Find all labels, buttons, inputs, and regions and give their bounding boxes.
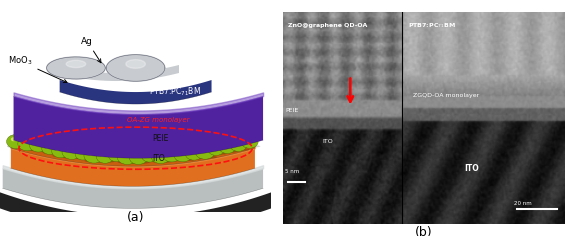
- Circle shape: [112, 152, 116, 156]
- Circle shape: [88, 151, 94, 155]
- Text: ITO: ITO: [464, 164, 479, 173]
- Text: PTB7:PC$_{71}$BM: PTB7:PC$_{71}$BM: [149, 86, 201, 98]
- Circle shape: [223, 144, 227, 147]
- Circle shape: [195, 145, 215, 159]
- Text: (a): (a): [127, 211, 144, 224]
- Text: ITO: ITO: [152, 154, 164, 163]
- Circle shape: [62, 145, 81, 159]
- Circle shape: [142, 150, 158, 162]
- Circle shape: [155, 152, 160, 156]
- Ellipse shape: [109, 159, 126, 161]
- Ellipse shape: [195, 156, 218, 158]
- Circle shape: [75, 148, 90, 160]
- Polygon shape: [14, 96, 263, 158]
- Circle shape: [208, 143, 225, 156]
- Circle shape: [167, 152, 172, 155]
- Ellipse shape: [151, 160, 172, 163]
- Circle shape: [233, 141, 238, 145]
- Text: OA-ZG monolayer: OA-ZG monolayer: [128, 117, 190, 123]
- Text: 5 nm: 5 nm: [285, 169, 299, 174]
- Circle shape: [151, 149, 170, 164]
- Circle shape: [117, 149, 137, 164]
- Polygon shape: [0, 192, 271, 232]
- Circle shape: [241, 135, 258, 148]
- Circle shape: [56, 147, 60, 151]
- Ellipse shape: [185, 157, 205, 160]
- Ellipse shape: [175, 159, 194, 161]
- Circle shape: [219, 141, 236, 153]
- Circle shape: [129, 151, 147, 164]
- Ellipse shape: [97, 160, 116, 163]
- Circle shape: [79, 151, 83, 154]
- Circle shape: [42, 143, 58, 154]
- Polygon shape: [47, 57, 105, 79]
- Ellipse shape: [52, 155, 72, 157]
- Circle shape: [100, 153, 105, 156]
- Ellipse shape: [208, 152, 227, 155]
- Text: PEIE: PEIE: [285, 108, 298, 113]
- Circle shape: [18, 137, 37, 151]
- Polygon shape: [60, 80, 211, 104]
- Ellipse shape: [18, 147, 39, 150]
- Circle shape: [33, 141, 38, 145]
- Circle shape: [22, 139, 27, 143]
- Circle shape: [52, 145, 69, 158]
- Ellipse shape: [231, 148, 249, 151]
- Text: (b): (b): [415, 226, 433, 236]
- Polygon shape: [66, 60, 86, 67]
- Polygon shape: [54, 65, 179, 81]
- Circle shape: [66, 148, 72, 152]
- Circle shape: [185, 147, 203, 160]
- Circle shape: [163, 149, 181, 162]
- Circle shape: [7, 134, 26, 149]
- Text: ZnO@graphene QD-OA: ZnO@graphene QD-OA: [288, 23, 367, 28]
- Circle shape: [84, 148, 104, 163]
- Polygon shape: [3, 168, 263, 208]
- Text: ZGQD-OA monolayer: ZGQD-OA monolayer: [414, 93, 480, 98]
- Polygon shape: [106, 55, 165, 81]
- Circle shape: [211, 145, 216, 149]
- Circle shape: [230, 139, 247, 152]
- Polygon shape: [11, 148, 255, 186]
- Ellipse shape: [30, 149, 50, 151]
- Ellipse shape: [42, 152, 59, 154]
- Circle shape: [45, 145, 50, 148]
- Ellipse shape: [241, 145, 260, 148]
- Ellipse shape: [130, 161, 150, 164]
- Circle shape: [174, 149, 192, 162]
- Ellipse shape: [7, 145, 28, 148]
- Circle shape: [145, 153, 150, 156]
- Circle shape: [189, 150, 194, 153]
- Ellipse shape: [62, 156, 84, 159]
- Text: ITO: ITO: [322, 139, 333, 144]
- Polygon shape: [11, 136, 255, 166]
- Text: PTB7:PC$_{71}$BM: PTB7:PC$_{71}$BM: [408, 21, 455, 30]
- Circle shape: [133, 154, 138, 157]
- Ellipse shape: [163, 159, 183, 161]
- Circle shape: [199, 148, 205, 152]
- Ellipse shape: [219, 150, 238, 153]
- Ellipse shape: [142, 159, 160, 161]
- Ellipse shape: [76, 157, 93, 160]
- Text: MoO$_3$: MoO$_3$: [8, 55, 67, 83]
- Circle shape: [11, 137, 16, 141]
- Circle shape: [96, 150, 114, 163]
- Circle shape: [121, 152, 127, 157]
- Text: PEIE: PEIE: [152, 134, 168, 143]
- Circle shape: [245, 138, 250, 142]
- Polygon shape: [126, 60, 145, 68]
- Circle shape: [178, 151, 183, 155]
- Text: 20 nm: 20 nm: [514, 201, 532, 206]
- Ellipse shape: [84, 159, 106, 162]
- Circle shape: [29, 139, 47, 152]
- Circle shape: [108, 150, 124, 162]
- Ellipse shape: [118, 161, 140, 164]
- Text: Ag: Ag: [81, 37, 101, 63]
